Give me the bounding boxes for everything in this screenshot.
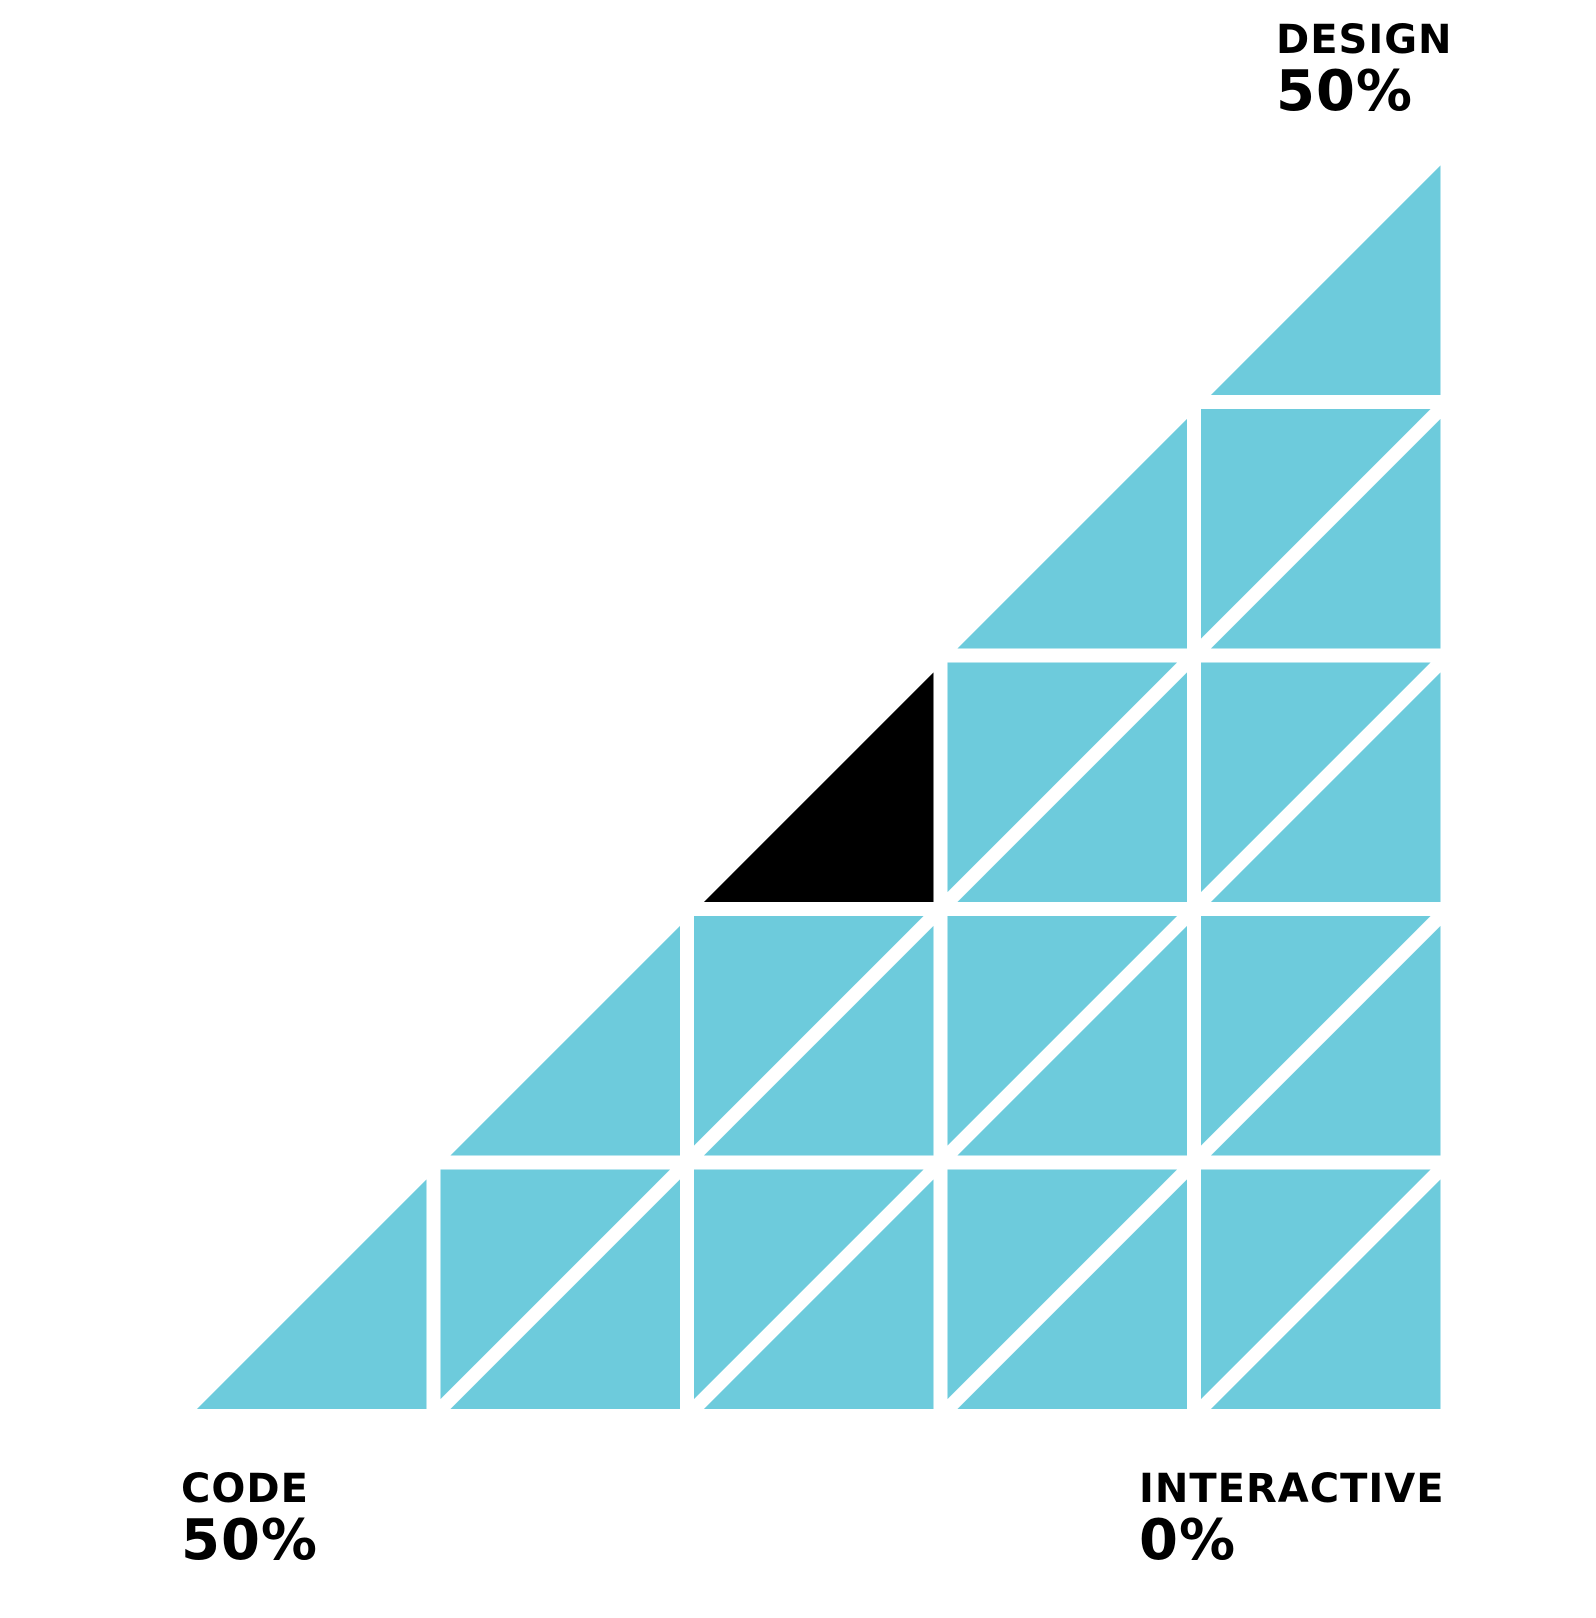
design-label: DESIGN [1276,17,1453,63]
grid-triangle-lower [957,1179,1187,1409]
code-percent: 50% [181,1508,319,1573]
grid-triangle-lower [450,1179,680,1409]
design-percent: 50% [1276,59,1414,124]
grid-triangle-lower [450,925,680,1156]
grid-triangle-lower [1210,925,1441,1156]
interactive-percent: 0% [1139,1508,1237,1573]
code-label: CODE [181,1466,309,1512]
interactive-label: INTERACTIVE [1139,1466,1445,1512]
design-corner-label: DESIGN 50% [1276,18,1453,122]
grid-triangle-lower [1210,418,1441,649]
grid-triangle-lower [957,925,1187,1156]
grid-triangle-lower [703,1179,934,1409]
grid-triangle-upper [947,1169,1178,1400]
grid-triangle-upper [947,916,1178,1146]
grid-triangle-lower [957,418,1187,649]
grid-triangle-lower [703,925,934,1156]
grid-triangle-lower [957,672,1187,902]
grid-triangle-upper [694,916,924,1146]
interactive-corner-label: INTERACTIVE 0% [1139,1467,1445,1571]
grid-triangle-lower [1210,1179,1441,1409]
code-corner-label: CODE 50% [181,1467,318,1571]
grid-triangle-upper [1201,916,1431,1146]
grid-triangle-upper [1201,409,1431,639]
grid-triangle-upper [947,662,1178,893]
grid-triangle-upper [1201,1169,1431,1400]
grid-triangle-upper [440,1169,671,1400]
highlighted-cell [703,672,934,902]
grid-triangle-lower [1210,165,1441,395]
grid-triangle-upper [694,1169,924,1400]
grid-triangle-upper [1201,662,1431,893]
grid-triangle-lower [196,1179,427,1409]
grid-triangle-lower [1210,672,1441,902]
